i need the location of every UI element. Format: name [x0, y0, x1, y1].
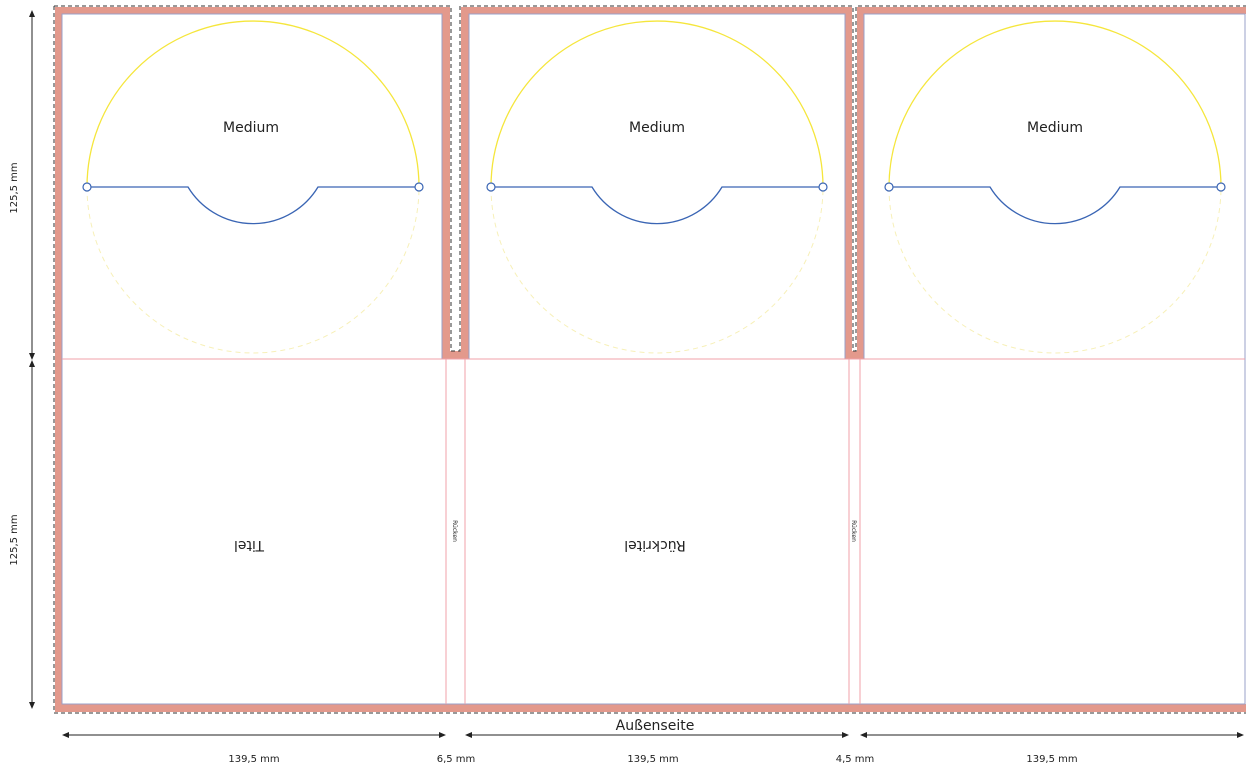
width-spine-2-label: 4,5 mm [836, 754, 875, 765]
height-top-label: 125,5 mm [9, 162, 20, 213]
bleed-slot2-left [845, 7, 852, 359]
bleed-slot1-right [461, 7, 469, 359]
cut-outline [53, 5, 1246, 714]
disc-2-tray-line [495, 186, 819, 225]
bleed-left [55, 7, 62, 712]
bleed-top-3 [857, 7, 1246, 14]
back-title-label: Rückritel [624, 537, 685, 553]
bottom-trim [61, 358, 1246, 705]
disc-template-1 [82, 20, 424, 354]
front-title-label: Titel [234, 537, 265, 553]
panel-1-medium-label: Medium [223, 120, 279, 136]
disc-1-tray-line [91, 186, 415, 225]
guide-lines [62, 358, 1245, 704]
bleed-frame [55, 7, 1246, 712]
bleed-slot2-right [857, 7, 864, 359]
disc-2-upper-arc [490, 20, 824, 188]
disc-2-right-hinge [818, 182, 828, 192]
disc-2-left-hinge [486, 182, 496, 192]
bleed-slot1-left [442, 7, 450, 359]
disc-1-right-hinge [414, 182, 424, 192]
spine-1-label: Rücken [451, 520, 458, 542]
bleed-top-2 [461, 7, 852, 14]
width-spine-1-label: 6,5 mm [437, 754, 476, 765]
disc-3-left-hinge [884, 182, 894, 192]
panel-2-medium-label: Medium [629, 120, 685, 136]
width-panel-1-label: 139,5 mm [228, 754, 279, 765]
bleed-slot1-bottom [442, 351, 469, 359]
height-bottom-label: 125,5 mm [9, 514, 20, 565]
disc-3-lower-arc [888, 186, 1222, 354]
disc-3-tray-line [893, 186, 1217, 225]
bleed-slot2-bottom [845, 351, 864, 359]
height-dimension [29, 10, 35, 709]
width-panel-3-label: 139,5 mm [1026, 754, 1077, 765]
bleed-top-1 [55, 7, 450, 14]
disc-3-right-hinge [1216, 182, 1226, 192]
disc-1-left-hinge [82, 182, 92, 192]
spine-2-label: Rücken [850, 520, 857, 542]
width-panel-2-label: 139,5 mm [627, 754, 678, 765]
disc-template-2 [486, 20, 828, 354]
bleed-bottom [55, 704, 1246, 712]
disc-template-3 [884, 20, 1226, 354]
side-label: Außenseite [616, 718, 695, 734]
panel-3-medium-label: Medium [1027, 120, 1083, 136]
width-dimension [62, 732, 1244, 738]
disc-3-upper-arc [888, 20, 1222, 188]
disc-2-lower-arc [490, 186, 824, 354]
disc-1-upper-arc [86, 20, 420, 188]
disc-1-lower-arc [86, 186, 420, 354]
